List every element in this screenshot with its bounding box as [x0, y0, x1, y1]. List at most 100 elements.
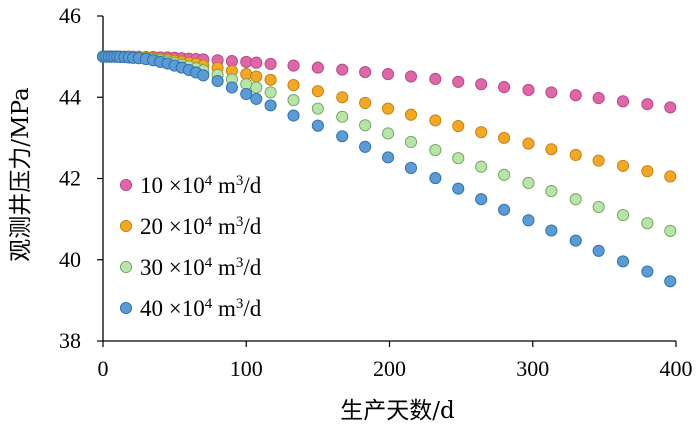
series-2-point: [311, 85, 324, 98]
series-2-point: [498, 131, 511, 144]
series-2-point: [404, 108, 418, 121]
legend-marker: [119, 219, 133, 233]
legend-marker: [119, 301, 133, 315]
series-2-point: [664, 170, 677, 183]
series-1-point: [382, 68, 395, 81]
series-1-point: [287, 59, 300, 72]
legend-item: 20 ×104 m3/d: [119, 214, 262, 239]
series-4-point: [475, 193, 488, 206]
series-2-point: [287, 79, 300, 92]
series-2-point: [616, 159, 630, 172]
legend-item: 30 ×104 m3/d: [119, 255, 262, 280]
series-4-point: [498, 203, 511, 216]
series-3-point: [522, 176, 535, 190]
legend-marker: [119, 260, 133, 274]
series-1-point: [475, 78, 488, 91]
series-1-point: [452, 75, 465, 88]
series-3-point: [359, 119, 372, 132]
series-2-point: [475, 126, 488, 139]
series-1-point: [359, 66, 372, 79]
series-3-point: [250, 81, 263, 94]
legend: 10 ×104 m3/d 20 ×104 m3/d 30 ×104 m3/d 40 ×…: [119, 173, 262, 321]
series-1-point: [311, 61, 324, 74]
y-tick-label: 42: [59, 166, 81, 191]
series-4-point: [592, 244, 605, 257]
series-1-point: [250, 56, 263, 69]
x-axis-label: 生产天数/d: [340, 398, 455, 424]
series-4-point: [225, 81, 238, 94]
series-3-point: [641, 217, 654, 230]
series-4-point: [211, 74, 224, 88]
series-1-point: [429, 72, 442, 86]
y-tick-label: 38: [59, 328, 81, 353]
series-2-point: [641, 165, 654, 178]
y-axis-label: 观测井压力/MPa: [8, 87, 34, 262]
series-2-point: [264, 73, 277, 86]
series-4-point: [545, 224, 558, 237]
y-tick-label: 44: [59, 84, 81, 109]
series-4-point: [452, 182, 465, 195]
x-tick-label: 400: [660, 356, 693, 381]
series-3-point: [311, 102, 324, 115]
series-1-point: [616, 95, 630, 108]
series-3-point: [498, 168, 511, 181]
series-4-point: [641, 265, 654, 278]
series-2-point: [382, 102, 395, 115]
series-4-point: [359, 140, 372, 153]
series-3-point: [404, 135, 418, 148]
legend-label: 20 ×104 m3/d: [140, 214, 262, 239]
series-1-point: [522, 83, 535, 96]
legend-marker: [119, 178, 133, 192]
series-3-point: [382, 127, 395, 140]
series-3-point: [616, 209, 630, 222]
series-3-point: [545, 185, 558, 198]
series-1-point: [498, 81, 511, 94]
series-2-point: [545, 143, 558, 156]
series-1-point: [545, 86, 558, 99]
series-4-point: [287, 109, 300, 122]
legend-item: 40 ×104 m3/d: [119, 296, 262, 321]
x-tick-label: 100: [230, 356, 263, 381]
series-2-point: [336, 91, 349, 104]
series-2-point: [569, 148, 582, 161]
series-4-point: [382, 151, 395, 164]
legend-label: 30 ×104 m3/d: [140, 255, 262, 280]
series-1-point: [264, 57, 277, 70]
series-3-point: [452, 152, 465, 165]
legend-label: 10 ×104 m3/d: [140, 173, 262, 198]
series-2-point: [240, 68, 253, 81]
series-4-point: [616, 255, 630, 268]
x-tick-label: 200: [373, 356, 406, 381]
series-3-point: [287, 94, 300, 107]
x-tick-label: 0: [98, 356, 109, 381]
series-2-point: [522, 137, 535, 150]
series-1-point: [664, 101, 677, 114]
series-2-point: [592, 154, 605, 167]
series-1-point: [404, 70, 418, 83]
x-axis-ticks: 0 100 200 300 400: [98, 341, 693, 381]
series-3-point: [264, 86, 277, 99]
series-3-point: [592, 200, 605, 213]
series-4-point: [569, 234, 582, 247]
series-4-point: [336, 130, 349, 143]
series-1-point: [569, 89, 582, 102]
legend-label: 40 ×104 m3/d: [140, 296, 262, 321]
y-axis-ticks: 38 40 42 44 46: [59, 3, 103, 353]
series-3-point: [429, 144, 442, 157]
y-tick-label: 46: [59, 3, 81, 28]
series-1-point: [592, 92, 605, 105]
series-3-point: [569, 193, 582, 206]
series-2-point: [359, 96, 372, 109]
series-4-point: [429, 172, 442, 185]
series-4-point: [250, 92, 263, 105]
series-3-point: [664, 224, 677, 237]
series-4-point: [197, 69, 210, 82]
series-4-point: [404, 161, 418, 174]
series-1-point: [240, 55, 253, 68]
series-4-point: [264, 99, 277, 112]
data-points: [96, 50, 677, 288]
legend-item: 10 ×104 m3/d: [119, 173, 262, 198]
series-4-point: [311, 119, 324, 132]
series-1-point: [641, 98, 654, 111]
